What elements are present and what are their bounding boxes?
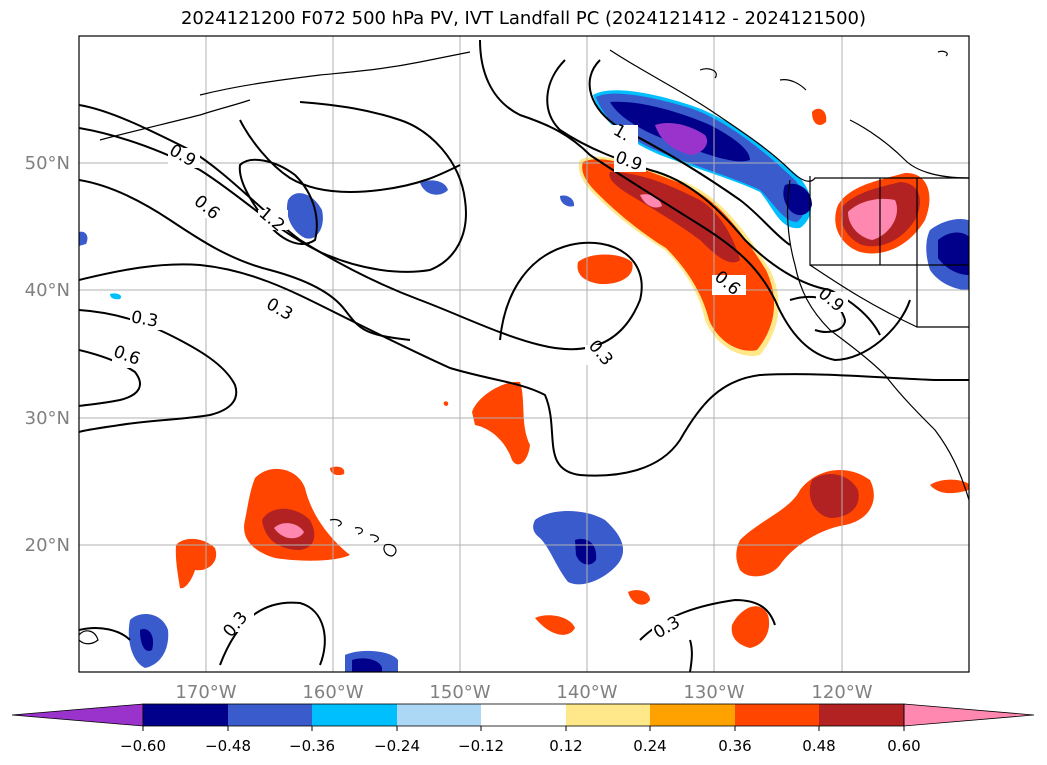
colorbar-tick-label: 0.48 [802, 737, 835, 755]
colorbar-tick-label: −0.36 [289, 737, 335, 755]
colorbar-ticks [142, 726, 905, 731]
lon-label: 130°W [683, 682, 744, 703]
coastlines [79, 49, 969, 645]
colorbar-tick-label: 0.12 [549, 737, 582, 755]
lon-label: 170°W [175, 682, 236, 703]
lat-label: 20°N [25, 535, 70, 556]
colorbar-extend-high [903, 703, 1035, 727]
lat-label: 50°N [25, 153, 70, 174]
colorbar-tick-label: 0.24 [633, 737, 666, 755]
colorbar-tick-label: 0.60 [887, 737, 920, 755]
colorbar-bin [143, 704, 228, 726]
colorbar-bin [566, 704, 650, 726]
lon-label: 120°W [811, 682, 872, 703]
colorbar-tick-label: −0.60 [120, 737, 166, 755]
lon-tick-labels: 170°W 160°W 150°W 140°W 130°W 120°W [175, 682, 872, 703]
colorbar-bin [397, 704, 481, 726]
colorbar-tick-label: 0.36 [718, 737, 751, 755]
pv-anomaly-fill [79, 90, 969, 672]
colorbar-extend-low [11, 703, 144, 727]
lon-label: 150°W [429, 682, 490, 703]
colorbar-bin [735, 704, 819, 726]
colorbar-tick-label: −0.48 [205, 737, 251, 755]
colorbar-bin [228, 704, 312, 726]
lat-tick-labels: 50°N 40°N 30°N 20°N [25, 153, 70, 556]
map-frame [78, 35, 970, 673]
colorbar-bin [481, 704, 566, 726]
colorbar-bin [650, 704, 735, 726]
lon-label: 160°W [302, 682, 363, 703]
colorbar-bin [819, 704, 904, 726]
colorbar-tick-labels: −0.60 −0.48 −0.36 −0.24 −0.12 0.12 0.24 … [120, 737, 921, 755]
lat-label: 30°N [25, 408, 70, 429]
lon-label: 140°W [556, 682, 617, 703]
contour-label: 0.3 [130, 307, 160, 331]
colorbar: −0.60 −0.48 −0.36 −0.24 −0.12 0.12 0.24 … [11, 703, 1035, 755]
colorbar-bin [312, 704, 397, 726]
colorbar-tick-label: −0.12 [458, 737, 504, 755]
colorbar-tick-label: −0.24 [374, 737, 420, 755]
lat-label: 40°N [25, 280, 70, 301]
map-title: 2024121200 F072 500 hPa PV, IVT Landfall… [180, 8, 867, 29]
map-area [79, 36, 969, 672]
